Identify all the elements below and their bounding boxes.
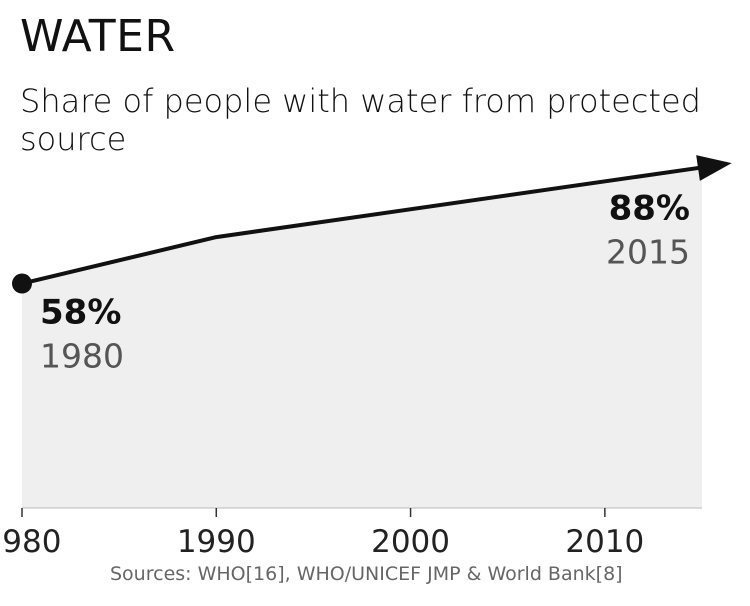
x-tick-label: 2000 <box>371 524 450 560</box>
annotation-value: 58% <box>40 293 121 333</box>
annotations: 58% 1980 88% 2015 <box>40 188 690 375</box>
start-dot <box>12 273 32 294</box>
series-line <box>21 165 703 286</box>
x-axis-ticks: 1980 1990 2000 2010 <box>0 508 644 560</box>
chart-subtitle: Share of people with water from protecte… <box>20 82 701 158</box>
source-note: Sources: WHO[16], WHO/UNICEF JMP & World… <box>110 563 623 585</box>
x-tick-label: 2010 <box>565 524 644 560</box>
x-tick-label: 1980 <box>0 524 61 560</box>
chart-title: WATER <box>20 11 176 62</box>
annotation-year: 2015 <box>606 232 690 271</box>
x-tick-label: 1990 <box>177 524 256 560</box>
annotation-value: 88% <box>609 188 690 228</box>
annotation-year: 1980 <box>40 337 124 376</box>
area-fill <box>22 167 702 508</box>
arrow-head <box>696 155 732 181</box>
